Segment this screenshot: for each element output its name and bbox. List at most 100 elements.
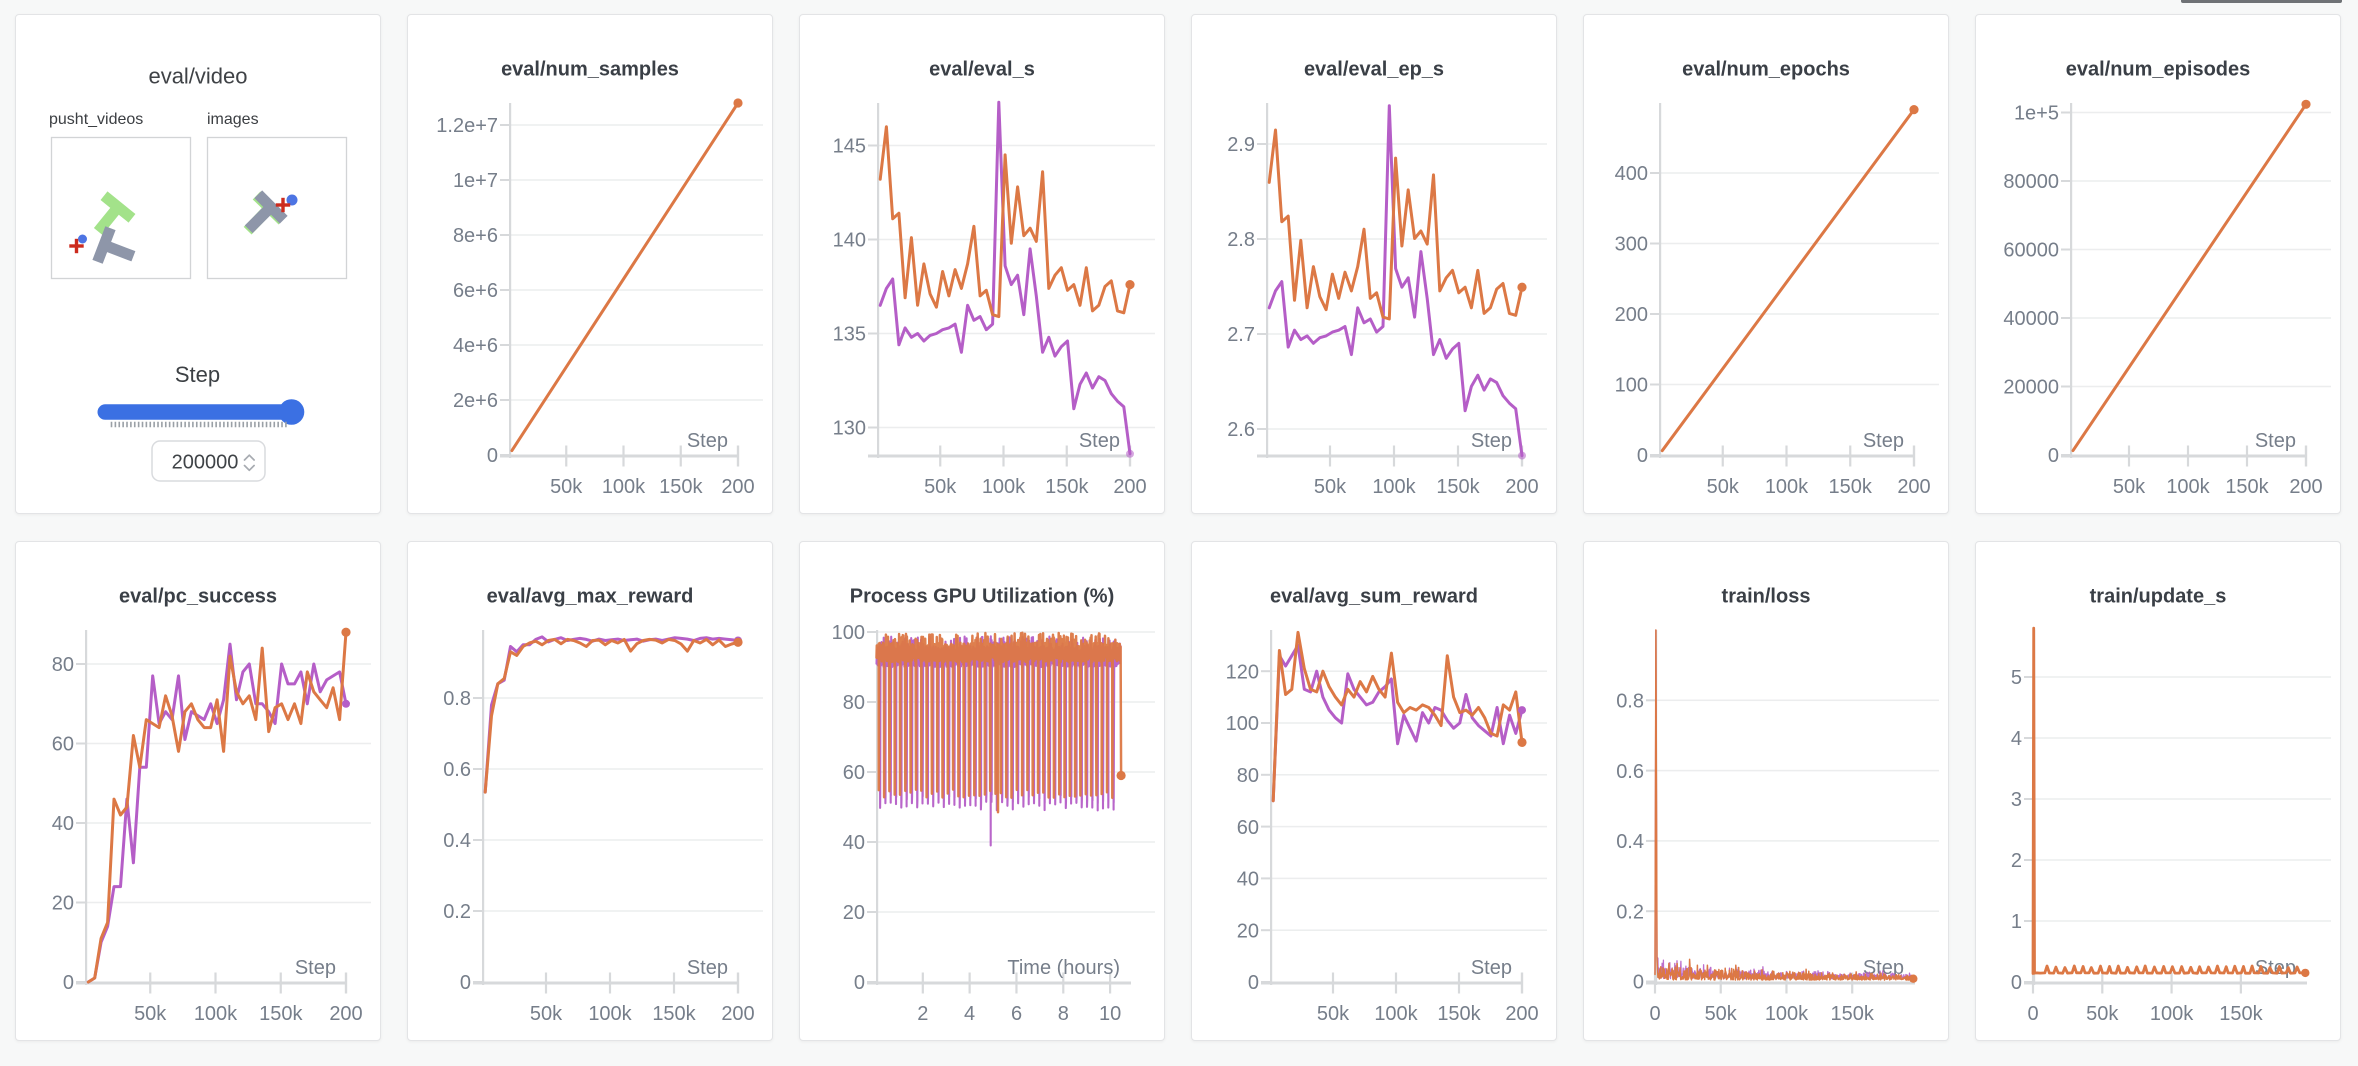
svg-text:Step: Step xyxy=(1471,430,1512,452)
svg-text:0.2: 0.2 xyxy=(1616,901,1644,923)
svg-text:Step: Step xyxy=(687,957,728,979)
svg-text:100k: 100k xyxy=(982,476,1026,498)
svg-text:Step: Step xyxy=(1079,430,1120,452)
svg-text:150k: 150k xyxy=(2225,476,2269,498)
svg-text:0: 0 xyxy=(63,972,74,994)
svg-text:Step: Step xyxy=(687,430,728,452)
svg-text:0.4: 0.4 xyxy=(1616,831,1644,853)
svg-text:8: 8 xyxy=(1058,1003,1069,1025)
svg-text:100k: 100k xyxy=(1374,1003,1418,1025)
svg-text:50k: 50k xyxy=(1317,1003,1350,1025)
svg-text:2.9: 2.9 xyxy=(1227,134,1255,156)
svg-text:1.2e+7: 1.2e+7 xyxy=(436,115,498,137)
svg-text:140: 140 xyxy=(833,230,866,252)
svg-text:1e+7: 1e+7 xyxy=(453,170,498,192)
svg-text:0: 0 xyxy=(2027,1003,2038,1025)
svg-text:100k: 100k xyxy=(1372,476,1416,498)
svg-text:pusht_videos: pusht_videos xyxy=(49,111,143,128)
svg-text:400: 400 xyxy=(1615,163,1648,185)
svg-text:20: 20 xyxy=(843,902,865,924)
svg-text:150k: 150k xyxy=(1831,1003,1875,1025)
svg-text:4: 4 xyxy=(2011,728,2022,750)
svg-text:eval/num_samples: eval/num_samples xyxy=(501,59,679,81)
svg-text:images: images xyxy=(207,111,259,128)
svg-text:0.2: 0.2 xyxy=(443,901,471,923)
svg-text:Step: Step xyxy=(175,362,220,387)
svg-text:eval/avg_sum_reward: eval/avg_sum_reward xyxy=(1270,586,1478,608)
svg-text:2.6: 2.6 xyxy=(1227,419,1255,441)
svg-text:Process GPU Utilization (%): Process GPU Utilization (%) xyxy=(850,586,1115,608)
svg-text:2: 2 xyxy=(917,1003,928,1025)
svg-text:6: 6 xyxy=(1011,1003,1022,1025)
svg-text:0: 0 xyxy=(487,445,498,467)
svg-text:100k: 100k xyxy=(2150,1003,2194,1025)
svg-text:100k: 100k xyxy=(1765,476,1809,498)
svg-text:150k: 150k xyxy=(1437,1003,1481,1025)
svg-text:300: 300 xyxy=(1615,234,1648,256)
svg-text:3: 3 xyxy=(2011,789,2022,811)
svg-text:200: 200 xyxy=(721,1003,754,1025)
svg-text:2: 2 xyxy=(2011,850,2022,872)
svg-text:eval/num_epochs: eval/num_epochs xyxy=(1682,59,1850,81)
svg-text:80: 80 xyxy=(1237,765,1259,787)
svg-text:Step: Step xyxy=(1863,430,1904,452)
svg-text:8e+6: 8e+6 xyxy=(453,225,498,247)
svg-text:50k: 50k xyxy=(134,1003,167,1025)
svg-text:2.8: 2.8 xyxy=(1227,229,1255,251)
svg-text:0: 0 xyxy=(1637,445,1648,467)
svg-text:0: 0 xyxy=(854,972,865,994)
svg-text:eval/avg_max_reward: eval/avg_max_reward xyxy=(487,586,694,608)
svg-text:60: 60 xyxy=(1237,817,1259,839)
svg-text:4: 4 xyxy=(964,1003,975,1025)
svg-text:120: 120 xyxy=(1226,661,1259,683)
svg-text:40: 40 xyxy=(843,832,865,854)
svg-text:50k: 50k xyxy=(1705,1003,1738,1025)
svg-text:150k: 150k xyxy=(1829,476,1873,498)
svg-text:150k: 150k xyxy=(652,1003,696,1025)
svg-text:train/update_s: train/update_s xyxy=(2090,586,2227,608)
svg-text:150k: 150k xyxy=(659,476,703,498)
svg-text:50k: 50k xyxy=(2086,1003,2119,1025)
svg-text:100k: 100k xyxy=(1765,1003,1809,1025)
svg-text:150k: 150k xyxy=(1045,476,1089,498)
svg-text:100: 100 xyxy=(1226,713,1259,735)
svg-text:0.8: 0.8 xyxy=(1616,691,1644,713)
svg-text:80: 80 xyxy=(52,654,74,676)
svg-text:150k: 150k xyxy=(2219,1003,2263,1025)
svg-text:1e+5: 1e+5 xyxy=(2014,103,2059,125)
svg-text:200: 200 xyxy=(721,476,754,498)
svg-text:200: 200 xyxy=(1505,476,1538,498)
svg-text:100k: 100k xyxy=(602,476,646,498)
svg-text:6e+6: 6e+6 xyxy=(453,280,498,302)
svg-text:200: 200 xyxy=(1505,1003,1538,1025)
svg-text:20: 20 xyxy=(1237,920,1259,942)
svg-text:80: 80 xyxy=(843,692,865,714)
svg-text:0.6: 0.6 xyxy=(443,759,471,781)
svg-text:eval/num_episodes: eval/num_episodes xyxy=(2066,59,2251,81)
svg-text:0.8: 0.8 xyxy=(443,688,471,710)
svg-text:eval/video: eval/video xyxy=(148,64,247,89)
svg-text:1: 1 xyxy=(2011,911,2022,933)
svg-text:0: 0 xyxy=(1633,972,1644,994)
svg-text:60: 60 xyxy=(52,734,74,756)
svg-text:100k: 100k xyxy=(2166,476,2210,498)
svg-text:60: 60 xyxy=(843,762,865,784)
svg-text:eval/eval_s: eval/eval_s xyxy=(929,59,1035,81)
svg-text:40: 40 xyxy=(1237,869,1259,891)
svg-text:200000: 200000 xyxy=(172,452,239,474)
svg-text:10: 10 xyxy=(1099,1003,1121,1025)
svg-text:100k: 100k xyxy=(194,1003,238,1025)
svg-text:50k: 50k xyxy=(924,476,957,498)
svg-text:0: 0 xyxy=(1649,1003,1660,1025)
svg-text:60000: 60000 xyxy=(2003,240,2059,262)
svg-text:20000: 20000 xyxy=(2003,377,2059,399)
svg-text:200: 200 xyxy=(1897,476,1930,498)
svg-text:50k: 50k xyxy=(2113,476,2146,498)
svg-text:0.6: 0.6 xyxy=(1616,761,1644,783)
svg-text:100: 100 xyxy=(1615,375,1648,397)
svg-text:eval/pc_success: eval/pc_success xyxy=(119,586,277,608)
svg-text:Step: Step xyxy=(1471,957,1512,979)
svg-text:0: 0 xyxy=(460,972,471,994)
svg-text:Step: Step xyxy=(295,957,336,979)
svg-text:50k: 50k xyxy=(1707,476,1740,498)
